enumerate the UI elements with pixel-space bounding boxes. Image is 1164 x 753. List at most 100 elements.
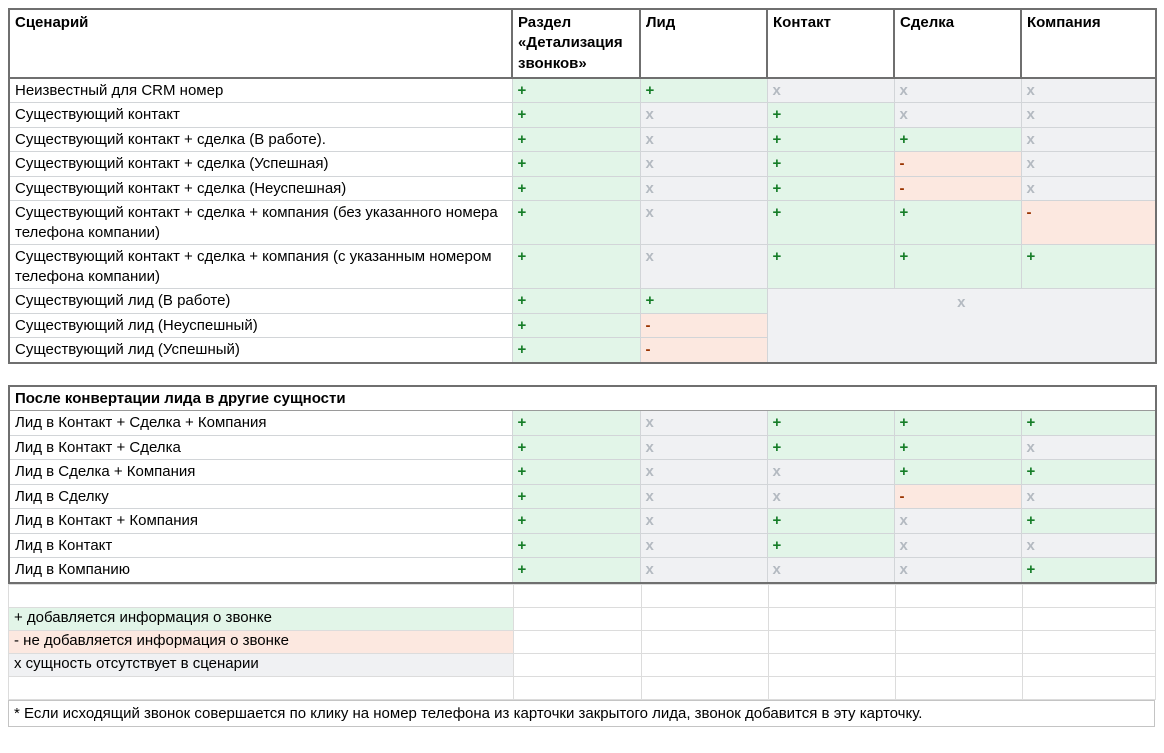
empty-cell — [642, 676, 769, 699]
scenario-label: Существующий контакт + сделка (В работе)… — [9, 127, 512, 152]
empty-cell — [769, 676, 896, 699]
table-row: Существующий контакт + сделка (Неуспешна… — [9, 176, 1156, 201]
cell-plus: + — [1021, 509, 1156, 534]
scenario-label: Лид в Контакт — [9, 533, 512, 558]
legend-row: + добавляется информация о звонке — [9, 607, 1156, 630]
cell-absent: x — [894, 103, 1021, 128]
column-header: Сценарий — [9, 9, 512, 78]
cell-plus: + — [640, 78, 767, 103]
cell-plus: + — [512, 411, 640, 436]
scenario-label: Существующий контакт — [9, 103, 512, 128]
cell-plus: + — [1021, 411, 1156, 436]
table-row: Лид в Контакт + Сделка+x++x — [9, 435, 1156, 460]
cell-minus: - — [1021, 201, 1156, 245]
table-row: Лид в Контакт + Компания+x+x+ — [9, 509, 1156, 534]
empty-cell — [769, 653, 896, 676]
cell-absent: x — [894, 78, 1021, 103]
cell-absent: x — [640, 484, 767, 509]
table-row: Существующий лид (В работе)++x — [9, 289, 1156, 314]
table-row: Лид в Контакт+x+xx — [9, 533, 1156, 558]
empty-cell — [896, 653, 1023, 676]
cell-absent: x — [1021, 484, 1156, 509]
table-row: Существующий контакт + сделка + компания… — [9, 201, 1156, 245]
table-row: Неизвестный для CRM номер++xxx — [9, 78, 1156, 103]
cell-plus: + — [767, 176, 894, 201]
cell-absent: x — [640, 509, 767, 534]
cell-absent: x — [767, 460, 894, 485]
cell-plus: + — [512, 152, 640, 177]
empty-cell — [642, 607, 769, 630]
cell-absent: x — [767, 558, 894, 583]
cell-plus: + — [767, 509, 894, 534]
document-page: СценарийРаздел «Детализация звонков»ЛидК… — [0, 0, 1164, 727]
cell-minus: - — [640, 313, 767, 338]
table-row: Лид в Сделку+xx-x — [9, 484, 1156, 509]
empty-cell — [896, 584, 1023, 607]
cell-plus: + — [1021, 460, 1156, 485]
empty-cell — [514, 676, 642, 699]
empty-cell — [642, 584, 769, 607]
empty-grid-row — [9, 584, 1156, 607]
cell-minus: - — [640, 338, 767, 363]
table-row: Существующий контакт + сделка + компания… — [9, 245, 1156, 289]
cell-plus: + — [767, 435, 894, 460]
column-header: Компания — [1021, 9, 1156, 78]
scenario-label: Лид в Контакт + Сделка — [9, 435, 512, 460]
scenarios-table: СценарийРаздел «Детализация звонков»ЛидК… — [8, 8, 1157, 364]
cell-minus: - — [894, 152, 1021, 177]
cell-absent: x — [640, 533, 767, 558]
scenario-label: Лид в Компанию — [9, 558, 512, 583]
cell-plus: + — [1021, 558, 1156, 583]
cell-plus: + — [512, 435, 640, 460]
footnote-text: * Если исходящий звонок совершается по к… — [9, 700, 1155, 726]
cell-minus: - — [894, 176, 1021, 201]
scenario-label: Лид в Контакт + Компания — [9, 509, 512, 534]
cell-plus: + — [767, 201, 894, 245]
cell-absent: x — [640, 201, 767, 245]
empty-cell — [896, 607, 1023, 630]
table-row: Существующий контакт+x+xx — [9, 103, 1156, 128]
empty-cell — [642, 653, 769, 676]
cell-plus: + — [894, 435, 1021, 460]
scenario-label: Существующий лид (Неуспешный) — [9, 313, 512, 338]
empty-cell — [1023, 676, 1156, 699]
cell-plus: + — [894, 245, 1021, 289]
empty-cell — [642, 630, 769, 653]
empty-cell — [1023, 630, 1156, 653]
scenario-label: Существующий контакт + сделка (Успешная) — [9, 152, 512, 177]
scenario-label: Существующий контакт + сделка + компания… — [9, 245, 512, 289]
cell-plus: + — [512, 484, 640, 509]
cell-plus: + — [767, 152, 894, 177]
column-header: Лид — [640, 9, 767, 78]
cell-absent: x — [894, 533, 1021, 558]
cell-plus: + — [767, 245, 894, 289]
cell-plus: + — [894, 460, 1021, 485]
scenario-label: Лид в Сделку — [9, 484, 512, 509]
cell-plus: + — [894, 411, 1021, 436]
cell-plus: + — [1021, 245, 1156, 289]
empty-cell — [514, 584, 642, 607]
cell-plus: + — [512, 558, 640, 583]
empty-cell — [896, 676, 1023, 699]
cell-absent: x — [640, 435, 767, 460]
cell-minus: - — [894, 484, 1021, 509]
cell-plus: + — [512, 460, 640, 485]
cell-plus: + — [512, 103, 640, 128]
table-row: Существующий контакт + сделка (Успешная)… — [9, 152, 1156, 177]
cell-plus: + — [767, 533, 894, 558]
empty-cell — [1023, 607, 1156, 630]
cell-absent: x — [767, 78, 894, 103]
table-row: Лид в Компанию+xxx+ — [9, 558, 1156, 583]
cell-absent: x — [640, 103, 767, 128]
empty-cell — [1023, 653, 1156, 676]
empty-cell — [9, 584, 514, 607]
table-row: Лид в Сделка + Компания+xx++ — [9, 460, 1156, 485]
cell-absent: x — [640, 152, 767, 177]
cell-absent: x — [1021, 533, 1156, 558]
scenario-label: Существующий лид (В работе) — [9, 289, 512, 314]
cell-absent: x — [1021, 127, 1156, 152]
empty-cell — [896, 630, 1023, 653]
scenarios-table-header: СценарийРаздел «Детализация звонков»ЛидК… — [9, 9, 1156, 78]
legend-grid: + добавляется информация о звонке- не до… — [8, 584, 1156, 700]
empty-cell — [514, 607, 642, 630]
